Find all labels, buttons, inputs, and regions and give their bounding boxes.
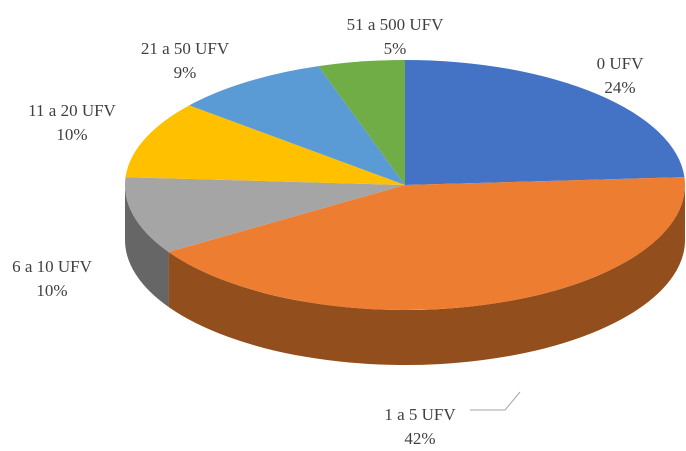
leader-line: [470, 391, 521, 411]
slice-label: 51 a 500 UFV: [347, 15, 445, 34]
slice-label: 1 a 5 UFV: [384, 405, 456, 424]
slice-label: 11 a 20 UFV: [28, 101, 116, 120]
slice: [125, 105, 405, 185]
slice-side: [168, 185, 685, 366]
slice-side: [125, 185, 169, 307]
slice-value-label: 10%: [56, 125, 87, 144]
slice-value-label: 10%: [36, 281, 67, 300]
slice-value-label: 24%: [604, 78, 635, 97]
slice: [189, 66, 405, 185]
slice-value-label: 9%: [174, 63, 197, 82]
slice: [318, 60, 405, 185]
slice: [168, 177, 686, 311]
slice: [405, 60, 685, 185]
slice-label: 6 a 10 UFV: [12, 257, 93, 276]
slice-label: 0 UFV: [597, 54, 644, 73]
slice: [124, 177, 405, 252]
slice-value-label: 42%: [404, 429, 435, 448]
slice-label: 21 a 50 UFV: [141, 39, 230, 58]
slice-value-label: 5%: [384, 39, 407, 58]
